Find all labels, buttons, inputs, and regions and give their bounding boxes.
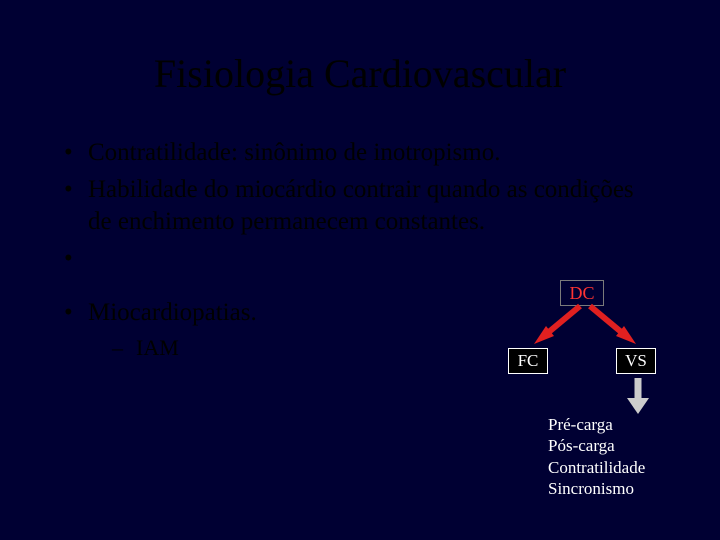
bullet-item: Habilidade do miocárdio contrair quando … — [60, 174, 660, 237]
arrow-red-left-icon — [526, 300, 586, 352]
diagram: DC FC VS Pré-carga Pós-carga Contratilid… — [468, 280, 678, 510]
bullet-text: Miocardiopatias. — [88, 299, 257, 326]
arrow-red-right-icon — [584, 300, 644, 352]
fc-box: FC — [508, 348, 548, 374]
slide: Fisiologia Cardiovascular Contratilidade… — [0, 0, 720, 540]
factors-list: Pré-carga Pós-carga Contratilidade Sincr… — [548, 414, 645, 499]
factor-item: Pré-carga — [548, 414, 645, 435]
bullet-item: Contratilidade: sinônimo de inotropismo. — [60, 137, 660, 168]
factor-item: Sincronismo — [548, 478, 645, 499]
factor-item: Pós-carga — [548, 435, 645, 456]
vs-box: VS — [616, 348, 656, 374]
factor-item: Contratilidade — [548, 457, 645, 478]
slide-title: Fisiologia Cardiovascular — [60, 50, 660, 97]
arrow-down-icon — [624, 376, 652, 416]
